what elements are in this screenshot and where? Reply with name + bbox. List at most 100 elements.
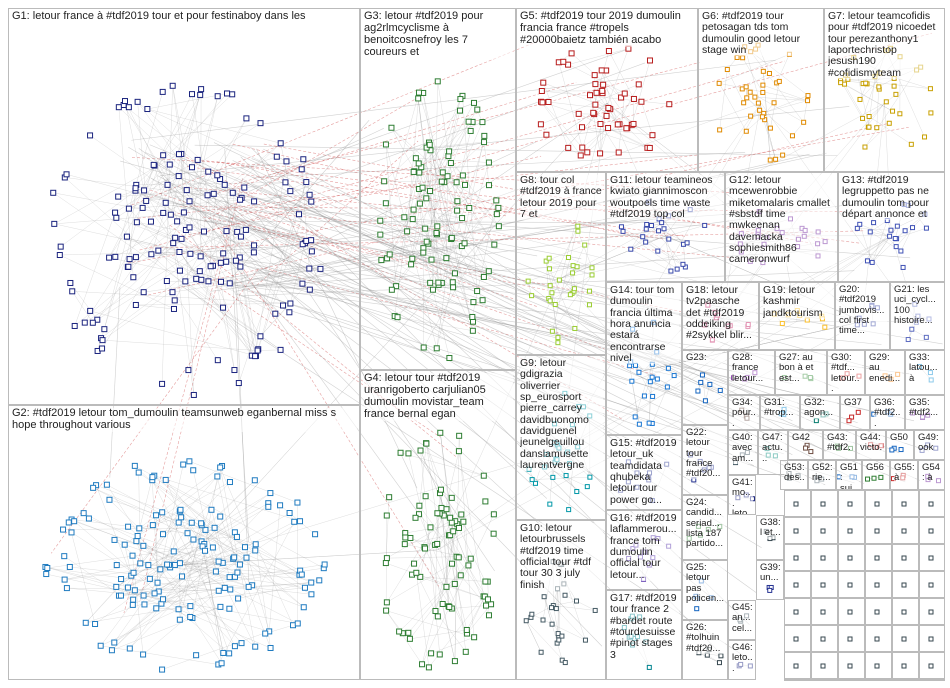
- node: [456, 432, 463, 439]
- edge: [560, 102, 885, 279]
- edge: [154, 475, 301, 522]
- edge: [385, 203, 463, 219]
- node: [117, 592, 124, 599]
- edge: [191, 481, 231, 523]
- group-box: G30: #tdf... letour...: [827, 350, 865, 395]
- edge: [391, 127, 452, 240]
- edge: [100, 522, 192, 646]
- node: [56, 252, 63, 259]
- small-group-box: [865, 625, 892, 652]
- edge: [53, 192, 312, 241]
- node: [417, 447, 424, 454]
- node: [87, 132, 94, 139]
- edge: [652, 386, 668, 424]
- edge: [900, 227, 913, 252]
- node: [233, 533, 240, 540]
- edge: [443, 451, 460, 516]
- node: [140, 592, 147, 599]
- node: [538, 87, 545, 94]
- small-group-box: [892, 571, 919, 598]
- node: [177, 506, 184, 513]
- edge: [152, 476, 212, 510]
- edge: [155, 515, 158, 583]
- edge: [418, 188, 424, 253]
- edge: [94, 492, 271, 625]
- node: [584, 149, 591, 156]
- node: [299, 280, 306, 287]
- edge: [859, 224, 873, 263]
- node: [99, 337, 106, 344]
- edge: [543, 82, 569, 148]
- node: [674, 266, 680, 272]
- edge: [136, 222, 176, 238]
- node: [408, 261, 415, 268]
- node: [620, 228, 626, 234]
- edge: [421, 121, 473, 168]
- small-group-box: [784, 571, 811, 598]
- edge: [152, 480, 306, 588]
- node: [217, 513, 224, 520]
- edge: [455, 521, 486, 582]
- node: [186, 458, 193, 465]
- node: [480, 273, 487, 280]
- node: [235, 380, 242, 387]
- edge: [411, 574, 489, 600]
- small-group-box: [865, 544, 892, 571]
- edge: [869, 94, 897, 117]
- edge: [181, 576, 242, 644]
- edge: [240, 266, 257, 356]
- node: [226, 574, 233, 581]
- edge: [135, 304, 175, 310]
- edge: [149, 189, 605, 350]
- node: [143, 197, 150, 204]
- node: [194, 156, 201, 163]
- node: [894, 223, 900, 229]
- node: [490, 530, 497, 537]
- edge: [238, 181, 307, 384]
- edge: [461, 245, 485, 278]
- node: [767, 157, 773, 163]
- small-group-box: [784, 598, 811, 625]
- edge: [139, 32, 933, 251]
- node: [614, 121, 621, 128]
- edge: [754, 96, 808, 101]
- node: [572, 325, 578, 331]
- edge: [89, 135, 310, 290]
- node: [459, 172, 466, 179]
- node: [490, 511, 497, 518]
- group-box: G41: mo... leto...: [728, 475, 756, 515]
- edge: [400, 452, 484, 476]
- node: [563, 473, 569, 479]
- edge: [216, 208, 906, 483]
- node: [575, 223, 581, 229]
- group-label: G11: letour teamineos kwiato giannimosco…: [610, 175, 722, 221]
- edge: [179, 201, 312, 253]
- node: [226, 605, 233, 612]
- node: [423, 195, 430, 202]
- edge: [158, 250, 256, 357]
- node: [597, 150, 604, 157]
- group-box: G56: [862, 460, 890, 490]
- edge: [543, 596, 559, 634]
- node: [747, 89, 753, 95]
- edge: [426, 110, 461, 242]
- edge: [255, 544, 294, 626]
- node: [525, 278, 531, 284]
- node: [220, 250, 227, 257]
- edge: [589, 95, 609, 109]
- node: [451, 658, 458, 665]
- node: [198, 86, 205, 93]
- node: [470, 99, 477, 106]
- node: [450, 528, 457, 535]
- node: [760, 68, 766, 74]
- edge: [872, 230, 906, 263]
- node: [584, 484, 590, 490]
- edge: [421, 524, 458, 665]
- edge: [638, 372, 653, 397]
- edge: [179, 557, 235, 564]
- node: [479, 297, 486, 304]
- small-group-box: [811, 544, 838, 571]
- small-group-box: [865, 598, 892, 625]
- edge: [135, 187, 312, 252]
- small-group-box: [919, 625, 945, 652]
